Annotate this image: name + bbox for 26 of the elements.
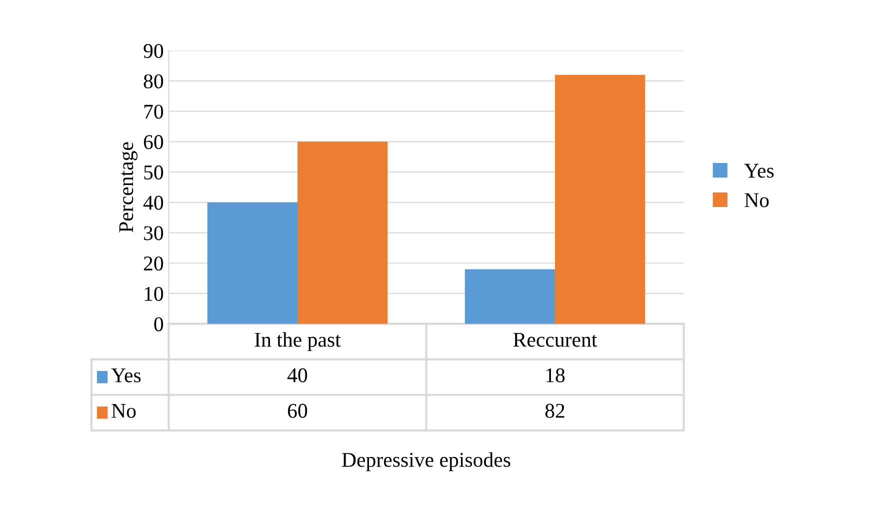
y-tick-label: 60 [144, 135, 164, 150]
y-tick-label: 80 [144, 74, 164, 88]
data-label: 18 [546, 368, 565, 382]
y-tick-label: 90 [144, 44, 164, 58]
data-label: 60 [288, 404, 308, 418]
text: Yes [744, 164, 774, 178]
y-tick-label: 10 [144, 286, 164, 301]
y-tick-label: 30 [144, 226, 164, 240]
y-tick-label: 0 [154, 317, 164, 332]
y-axis-title: Percentage [119, 142, 138, 232]
bar [555, 74, 646, 324]
legend-label: No [744, 193, 769, 208]
y-tick-label: 20 [144, 256, 164, 271]
y-tick-label: 50 [144, 165, 164, 180]
y-tick-label: 70 [144, 104, 164, 119]
x-axis-title: Depressive episodes [342, 452, 510, 472]
bar [464, 269, 555, 324]
text: No [112, 404, 136, 418]
bar [207, 202, 298, 324]
x-tick-label: In the past [254, 332, 341, 352]
data-label: 82 [545, 404, 564, 418]
y-tick-label: 40 [143, 196, 164, 210]
data-label: 40 [287, 368, 308, 382]
x-tick-label: Reccurent [513, 332, 598, 347]
legend-label: Yes [111, 368, 141, 382]
bar [297, 142, 388, 324]
